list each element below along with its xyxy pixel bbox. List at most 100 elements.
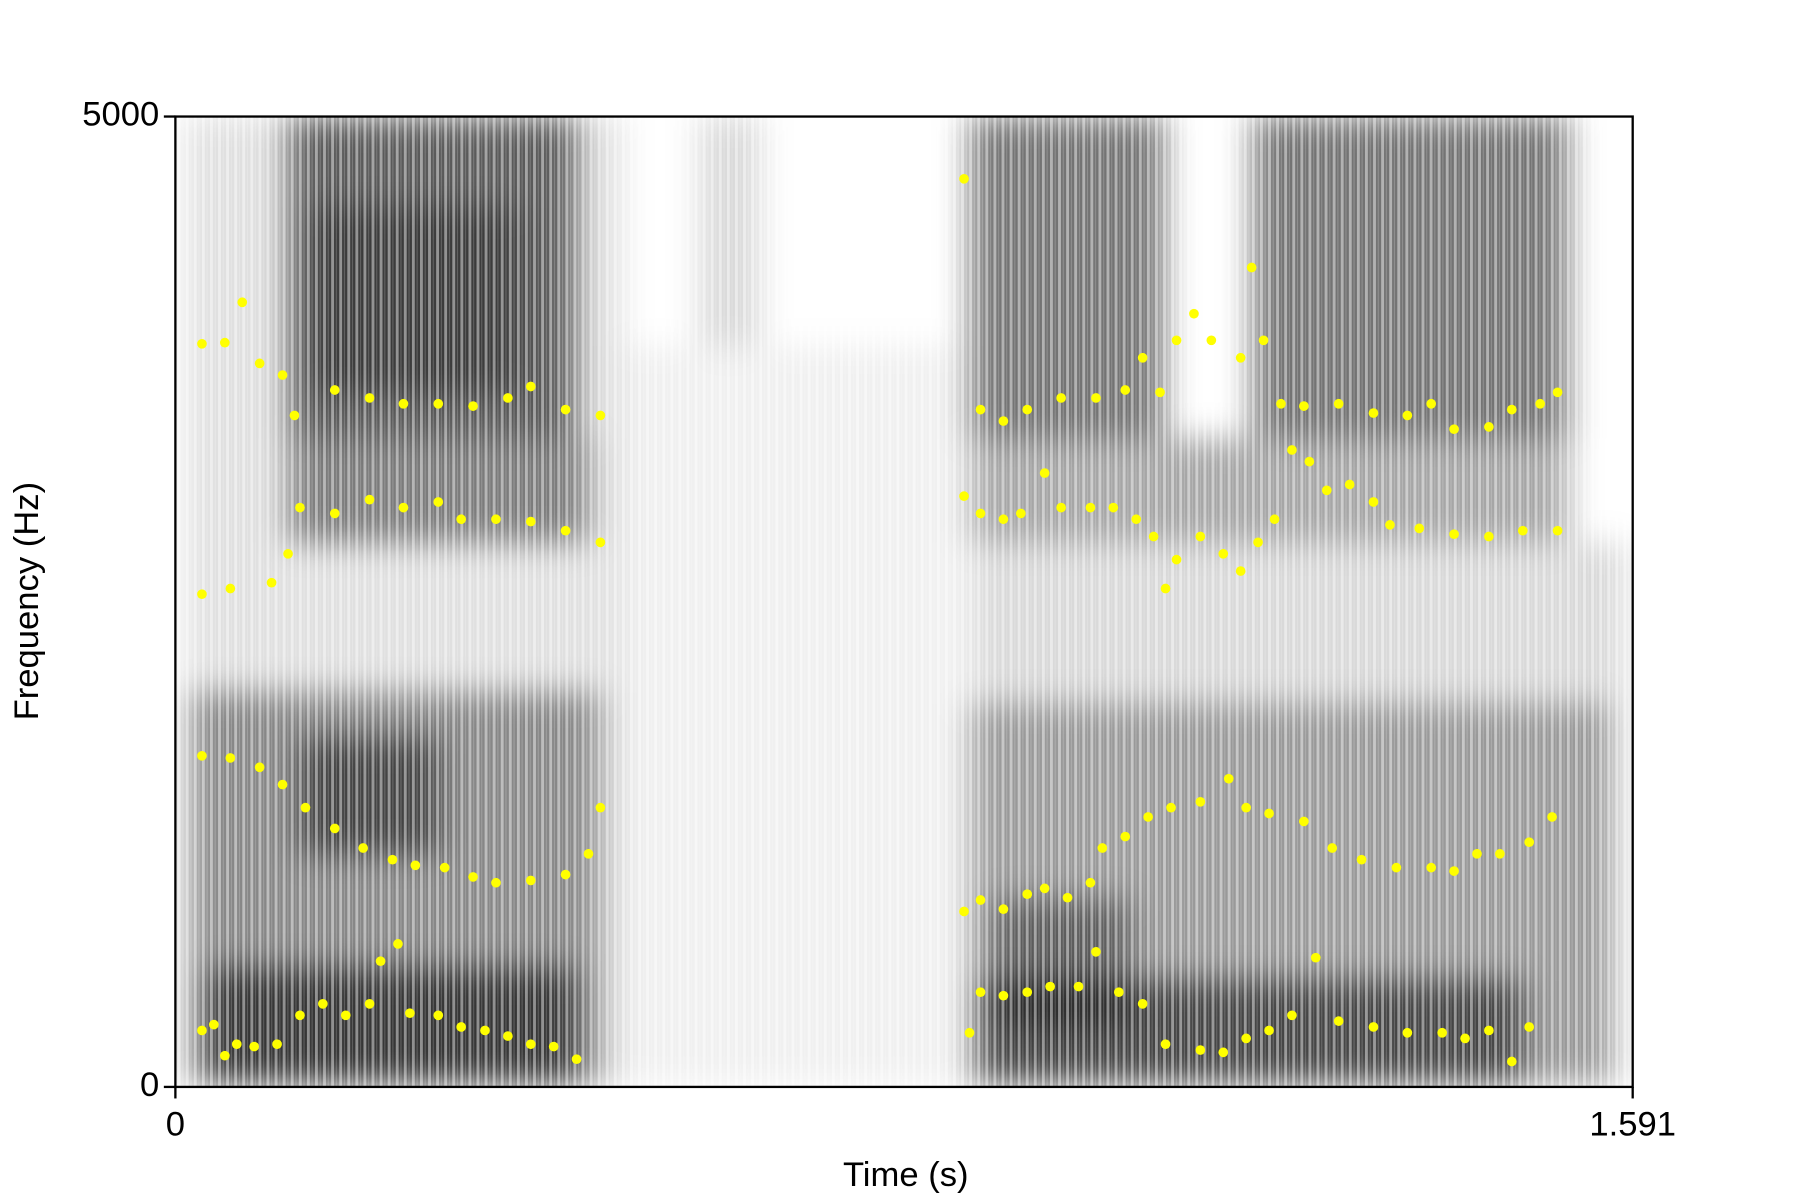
formant-point: [1085, 877, 1096, 888]
formant-point: [1547, 812, 1557, 822]
formant-point: [289, 410, 300, 421]
formant-point: [1506, 404, 1517, 415]
formant-point: [1137, 352, 1148, 363]
formant-point: [1460, 1033, 1470, 1044]
formant-point: [1155, 387, 1165, 398]
formant-point: [1506, 1056, 1517, 1067]
formant-point: [1223, 773, 1234, 784]
formant-point: [1195, 796, 1206, 807]
formant-point: [1426, 862, 1437, 873]
formant-point: [1235, 352, 1246, 363]
formant-point: [1148, 531, 1159, 542]
formant-point: [1449, 529, 1459, 540]
formant-point: [1426, 398, 1437, 409]
formant-point: [1218, 548, 1229, 559]
formant-point: [583, 848, 594, 859]
formant-point: [1073, 981, 1084, 992]
formant-point: [1039, 883, 1050, 894]
x-axis-title: Time (s): [843, 1156, 969, 1194]
formant-point: [1241, 802, 1251, 813]
formant-point: [1321, 485, 1332, 496]
formant-point: [1045, 981, 1055, 992]
formant-point: [1484, 1025, 1494, 1036]
formant-point: [329, 823, 340, 834]
formant-point: [1414, 523, 1425, 534]
formant-point: [1472, 848, 1482, 859]
formant-point: [1206, 335, 1217, 346]
formant-point: [1385, 520, 1395, 530]
formant-point: [1368, 408, 1379, 418]
formant-point: [1517, 525, 1528, 536]
formant-point: [998, 904, 1009, 914]
formant-point: [1258, 335, 1269, 346]
formant-point: [277, 370, 288, 380]
formant-point: [329, 385, 340, 395]
formant-point: [1368, 497, 1379, 507]
formant-point: [364, 393, 375, 403]
formant-point: [595, 537, 606, 548]
formant-point: [975, 508, 986, 519]
formant-point: [1143, 812, 1153, 822]
y-tick-label: 0: [140, 1066, 159, 1104]
formant-point: [1524, 837, 1535, 848]
formant-point: [1166, 802, 1176, 813]
formant-point: [1402, 410, 1413, 421]
formant-point: [387, 854, 398, 865]
formant-point: [1246, 262, 1257, 273]
formant-point: [1235, 566, 1246, 576]
formant-point: [1287, 445, 1297, 455]
formant-point: [197, 1025, 207, 1036]
formant-point: [548, 1041, 559, 1052]
x-tick-label: 1.591: [1589, 1105, 1676, 1143]
formant-point: [231, 1039, 242, 1050]
formant-point: [398, 398, 409, 409]
formant-point: [358, 843, 369, 853]
formant-point: [405, 1008, 415, 1019]
formant-point: [1189, 308, 1199, 319]
formant-point: [1056, 502, 1066, 513]
formant-point: [1171, 554, 1182, 565]
formant-point: [277, 779, 288, 790]
formant-point: [433, 1010, 444, 1021]
formant-point: [1120, 385, 1131, 395]
formant-point: [1171, 335, 1182, 346]
formant-point: [503, 393, 513, 403]
formant-point: [225, 753, 236, 763]
formant-point: [1299, 401, 1309, 411]
formant-point: [456, 514, 467, 525]
formant-point: [998, 514, 1009, 525]
formant-point: [1552, 525, 1563, 536]
formant-point: [1437, 1027, 1448, 1038]
formant-point: [468, 872, 478, 882]
formant-point: [1535, 398, 1546, 409]
formant-point: [1113, 987, 1124, 998]
formant-point: [340, 1010, 351, 1021]
formant-point: [1062, 892, 1073, 903]
formant-point: [398, 502, 409, 513]
formant-point: [1524, 1022, 1535, 1032]
formant-point: [439, 862, 450, 873]
formant-point: [197, 750, 207, 761]
formant-point: [503, 1031, 513, 1041]
formant-point: [964, 1027, 975, 1038]
formant-point: [1015, 508, 1026, 519]
spectrogram: [175, 116, 1633, 1087]
formant-point: [1304, 456, 1315, 467]
formant-point: [375, 956, 386, 967]
formant-point: [1085, 502, 1096, 513]
formant-point: [1160, 1039, 1171, 1050]
formant-point: [480, 1025, 490, 1036]
formant-point: [300, 802, 311, 813]
formant-point: [560, 404, 571, 415]
formant-point: [1131, 514, 1142, 525]
formant-point: [1253, 537, 1263, 548]
formant-point: [975, 895, 986, 905]
formant-point: [560, 525, 571, 536]
formant-point: [1108, 502, 1119, 513]
formant-point: [1195, 531, 1206, 542]
formant-point: [975, 987, 986, 998]
formant-point: [197, 338, 207, 349]
formant-point: [329, 508, 340, 519]
formant-point: [1022, 987, 1033, 998]
formant-point: [295, 502, 305, 513]
